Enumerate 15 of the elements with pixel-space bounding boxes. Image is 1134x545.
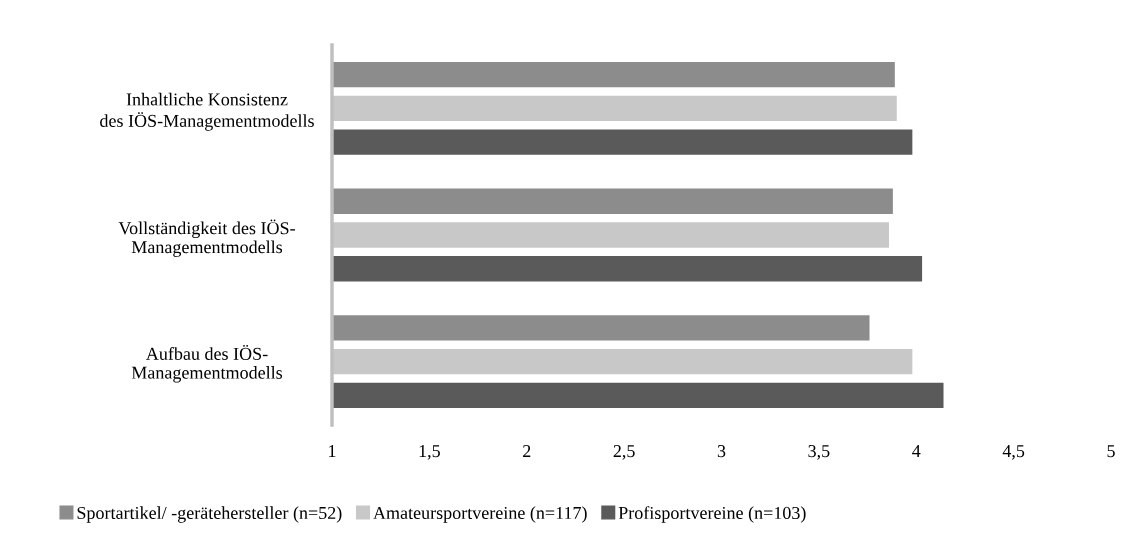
x-tick-label: 4,5	[1002, 445, 1025, 460]
x-tick-label: 3,5	[808, 445, 830, 460]
legend-label: Amateursportvereine (n=117)	[373, 506, 587, 523]
x-tick-label: 2,5	[613, 445, 635, 460]
y-tick-label: Aufbau des IÖS- Managementmodells	[131, 345, 283, 383]
x-tick-label: 4	[912, 445, 921, 457]
x-tick-label: 1	[329, 445, 336, 457]
x-tick-label: 3	[717, 445, 726, 458]
y-tick-label: Inhaltliche Konsistenz des IÖS-Managementmodells	[100, 92, 314, 131]
x-tick-label: 2	[523, 445, 531, 457]
x-tick-label: 1,5	[419, 445, 440, 460]
legend-label: Profisportvereine (n=103)	[618, 506, 806, 523]
legend-label: Sportartikel/ -gerätehersteller (n=52)	[77, 506, 342, 523]
x-tick-label: 5	[1107, 445, 1115, 458]
y-tick-label: Vollständigkeit des IÖS- Managementmodells	[118, 219, 295, 257]
